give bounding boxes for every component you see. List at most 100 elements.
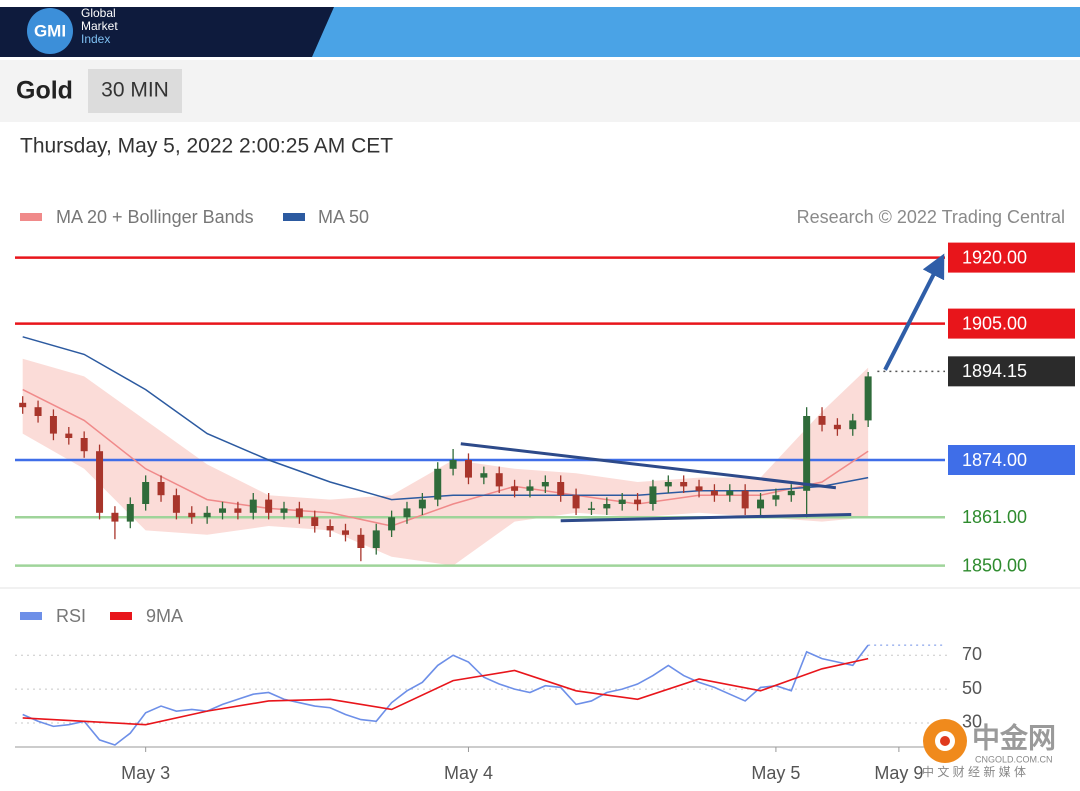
candle-body — [249, 499, 257, 513]
candle-body — [741, 490, 749, 509]
brand: Market — [81, 19, 118, 33]
candle-body — [526, 486, 534, 491]
candle-body — [541, 482, 549, 487]
candle-body — [434, 468, 442, 500]
candle-body — [464, 460, 472, 478]
candle-body — [418, 499, 426, 509]
level-label: 1850.00 — [962, 555, 1027, 575]
candle-body — [803, 416, 811, 491]
x-tick-label: May 5 — [751, 763, 800, 783]
candle-body — [664, 482, 672, 487]
candle-body — [787, 490, 795, 496]
level-label: 1874.00 — [962, 450, 1027, 470]
legend-swatch — [283, 213, 305, 221]
trendline — [560, 513, 852, 523]
level-label: 1905.00 — [962, 313, 1027, 333]
bollinger-band — [22, 358, 869, 566]
candle-body — [188, 512, 196, 518]
y-tick-label: 30 — [962, 712, 982, 732]
candle-body — [572, 495, 580, 509]
candle-body — [772, 495, 780, 500]
candle-body — [634, 499, 642, 504]
series-line — [22, 657, 869, 726]
symbol: Gold — [16, 77, 73, 105]
candle-body — [19, 402, 27, 408]
candle-body — [818, 416, 826, 425]
timeframe-box[interactable] — [88, 69, 182, 113]
candle-body — [142, 482, 150, 504]
legend-swatch — [110, 612, 132, 620]
candle-body — [833, 424, 841, 430]
logo-circle — [27, 8, 73, 54]
candle-body — [96, 451, 104, 513]
candle-body — [495, 473, 503, 487]
level-label: 1920.00 — [962, 247, 1027, 267]
legend-label: RSI — [56, 606, 86, 626]
candle-body — [295, 508, 303, 518]
candle-body — [172, 495, 180, 513]
level-label: 1861.00 — [962, 507, 1027, 527]
candle-body — [864, 376, 872, 421]
timestamp: Thursday, May 5, 2022 2:00:25 AM CET — [20, 135, 393, 158]
candle-body — [280, 508, 288, 513]
credit: Research © 2022 Trading Central — [797, 207, 1065, 227]
candle-body — [326, 526, 334, 531]
level-label-box — [948, 242, 1075, 273]
watermark-logo-dot — [940, 736, 950, 746]
legend-swatch — [20, 213, 42, 221]
level-label: 1894.15 — [962, 361, 1027, 381]
y-tick-label: 50 — [962, 678, 982, 698]
x-tick-label: May 3 — [121, 763, 170, 783]
candle-body — [587, 508, 595, 510]
candle-body — [265, 499, 273, 513]
candle-body — [234, 508, 242, 513]
candle-body — [757, 499, 765, 509]
watermark-site: CNGOLD.COM.CN — [975, 754, 1053, 764]
candle-body — [680, 482, 688, 487]
candle-body — [111, 512, 119, 522]
candle-body — [695, 486, 703, 491]
ma-line — [22, 388, 869, 527]
level-label-box — [948, 356, 1075, 387]
candle-body — [357, 534, 365, 548]
candle-body — [557, 482, 565, 496]
target-arrow — [883, 253, 945, 371]
candle-body — [80, 438, 88, 452]
legend-label: MA 50 — [318, 207, 369, 227]
candle-body — [603, 504, 611, 509]
candle-body — [388, 517, 396, 531]
candle-body — [157, 482, 165, 496]
x-tick-label: May 9 — [874, 763, 923, 783]
brand-panel — [0, 7, 334, 57]
series-line — [22, 644, 869, 746]
plots: 1920.00 1905.00 1894.15 1874.00 1861.00 1850.… — [15, 207, 1075, 783]
candle-body — [341, 530, 349, 535]
candle-body — [34, 407, 42, 416]
candle-body — [511, 486, 519, 491]
brand: Global — [81, 6, 116, 20]
candle-body — [649, 486, 657, 504]
trendline — [460, 442, 837, 490]
level-label-box — [948, 308, 1075, 339]
candle-body — [65, 433, 73, 438]
candle-body — [449, 460, 457, 469]
candle-body — [49, 416, 57, 434]
candle-body — [618, 499, 626, 504]
candle-body — [126, 504, 134, 522]
timeframe[interactable]: 30 MIN — [101, 79, 169, 102]
candle-body — [480, 473, 488, 478]
x-tick-label: May 4 — [444, 763, 493, 783]
candle-body — [403, 508, 411, 518]
candle-body — [311, 517, 319, 526]
candle-body — [710, 490, 718, 496]
legend-label: 9MA — [146, 606, 183, 626]
candle-body — [726, 490, 734, 496]
level-label-box — [948, 445, 1075, 475]
candle-body — [372, 530, 380, 548]
candle-body — [849, 420, 857, 430]
candle-body — [219, 508, 227, 513]
ma-line — [22, 336, 869, 501]
legend-label: MA 20 + Bollinger Bands — [56, 207, 254, 227]
y-tick-label: 70 — [962, 644, 982, 664]
